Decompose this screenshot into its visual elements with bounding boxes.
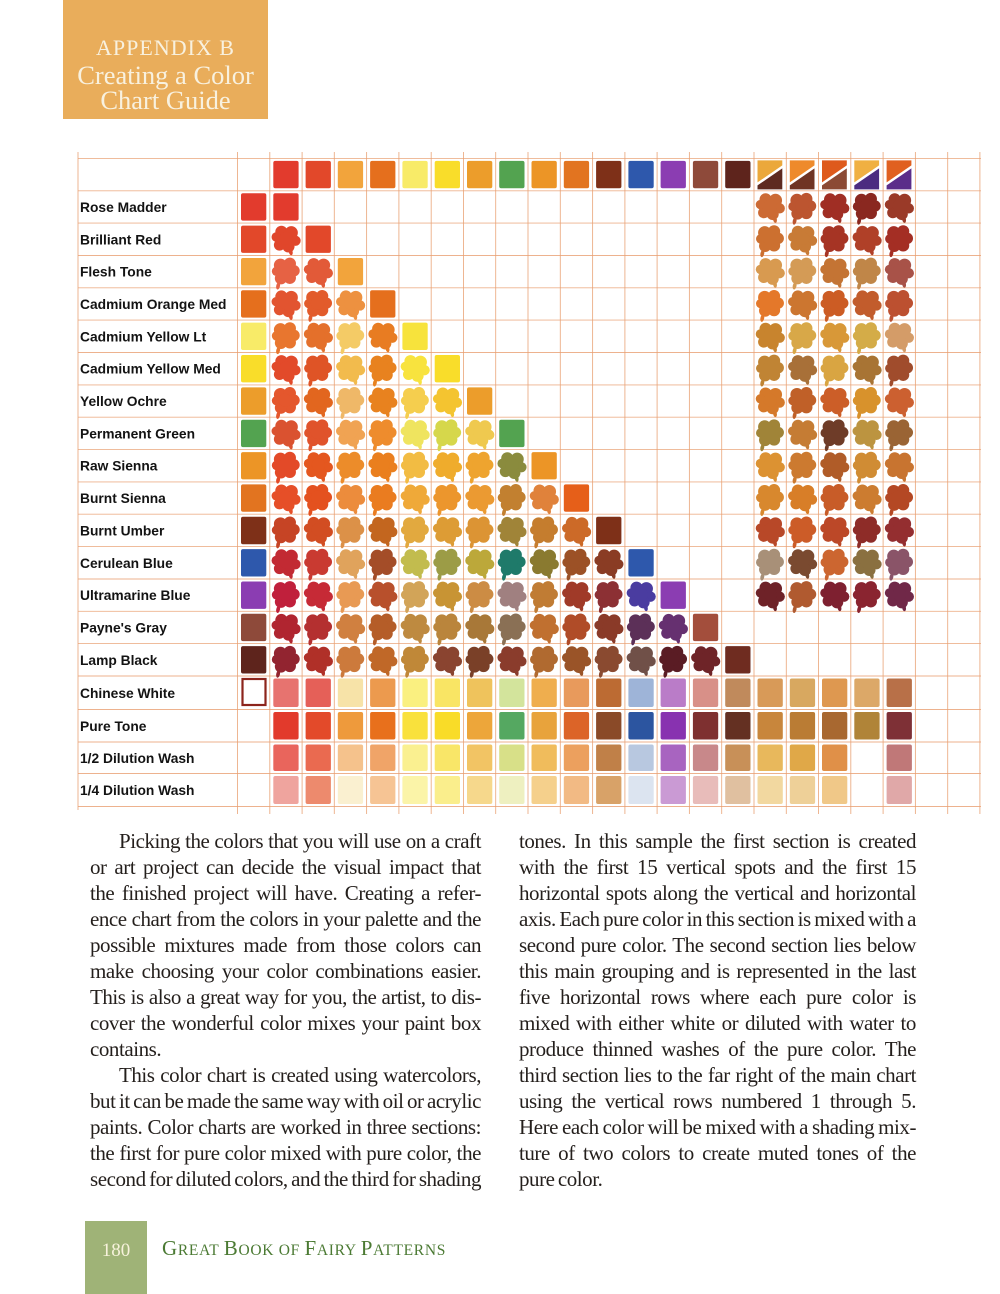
svg-text:Rose Madder: Rose Madder xyxy=(80,200,167,215)
svg-text:Pure Tone: Pure Tone xyxy=(80,719,147,734)
svg-text:Lamp Black: Lamp Black xyxy=(80,653,158,668)
svg-text:Yellow Ochre: Yellow Ochre xyxy=(80,394,167,409)
svg-text:Flesh Tone: Flesh Tone xyxy=(80,265,152,280)
svg-text:Raw Sienna: Raw Sienna xyxy=(80,459,158,474)
svg-text:1/4 Dilution Wash: 1/4 Dilution Wash xyxy=(80,783,194,798)
svg-text:Brilliant Red: Brilliant Red xyxy=(80,232,161,247)
svg-text:Cerulean Blue: Cerulean Blue xyxy=(80,556,173,571)
svg-text:Permanent Green: Permanent Green xyxy=(80,426,195,441)
svg-text:1/2 Dilution Wash: 1/2 Dilution Wash xyxy=(80,751,194,766)
svg-text:Cadmium Yellow Med: Cadmium Yellow Med xyxy=(80,362,221,377)
svg-text:Burnt Umber: Burnt Umber xyxy=(80,523,165,538)
svg-text:Cadmium Yellow Lt: Cadmium Yellow Lt xyxy=(80,329,207,344)
svg-text:Ultramarine Blue: Ultramarine Blue xyxy=(80,588,191,603)
svg-text:Chinese White: Chinese White xyxy=(80,686,175,701)
svg-text:Payne's Gray: Payne's Gray xyxy=(80,621,167,636)
svg-text:Burnt Sienna: Burnt Sienna xyxy=(80,491,166,506)
svg-text:Cadmium Orange Med: Cadmium Orange Med xyxy=(80,297,226,312)
